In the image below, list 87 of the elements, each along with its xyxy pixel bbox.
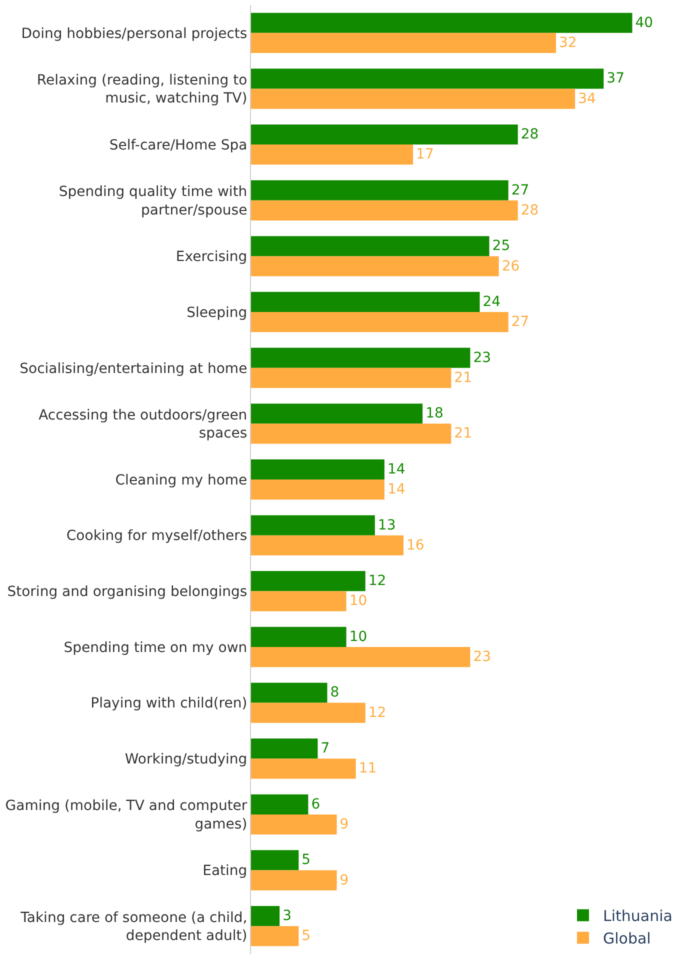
data-label: 12	[368, 704, 386, 721]
data-label: 27	[511, 182, 530, 198]
bar	[251, 236, 490, 256]
data-label: 37	[606, 70, 624, 87]
data-label: 18	[426, 406, 444, 422]
bar	[251, 424, 452, 444]
data-label: 28	[520, 202, 539, 218]
bar	[251, 738, 318, 759]
legend-label: Lithuania	[603, 907, 672, 926]
bar	[251, 515, 375, 536]
data-label: 23	[473, 350, 492, 366]
y-tick-label: Exercising	[176, 249, 248, 266]
data-label: 21	[454, 426, 472, 442]
data-label: 23	[473, 649, 492, 666]
bar	[251, 571, 366, 592]
bar	[251, 682, 328, 703]
bar	[251, 626, 346, 647]
y-tick-label: Sleeping	[186, 304, 248, 321]
bar	[251, 12, 632, 33]
data-label: 7	[320, 740, 330, 757]
bar	[251, 124, 518, 145]
y-tick-label: Storing and organising belongings	[7, 584, 248, 600]
data-label: 11	[358, 760, 377, 777]
data-label: 10	[349, 593, 368, 610]
data-label: 12	[368, 573, 386, 590]
bar	[251, 794, 308, 814]
bar	[251, 480, 384, 500]
bar	[251, 459, 384, 480]
data-label: 26	[502, 258, 520, 274]
bar	[251, 850, 299, 870]
bar	[251, 68, 604, 89]
bar	[251, 814, 337, 835]
y-tick-label: Accessing the outdoors/green spaces	[38, 407, 248, 442]
data-label: 5	[302, 928, 311, 944]
data-label: 9	[340, 816, 349, 832]
y-tick-label: Playing with child(ren)	[90, 696, 248, 712]
bar	[251, 702, 366, 723]
y-tick-label: Relaxing (reading, listening to music, watching TV)	[36, 72, 248, 107]
data-label: 28	[520, 126, 539, 143]
bar	[251, 591, 346, 612]
bar	[251, 906, 280, 926]
data-label: 25	[492, 238, 510, 254]
bar	[251, 348, 470, 368]
y-tick-label: Doing hobbies/personal projects	[21, 26, 248, 42]
y-tick-label: Spending time on my own	[64, 640, 248, 656]
data-label: 16	[406, 537, 424, 554]
bar	[251, 758, 356, 779]
bar	[251, 368, 452, 388]
y-tick-label: Cooking for myself/others	[66, 528, 248, 544]
data-label: 21	[454, 370, 472, 386]
bar	[251, 200, 518, 220]
y-tick-label: Taking care of someone (a child, dependent adult)	[20, 910, 248, 944]
data-label: 10	[349, 628, 368, 645]
data-label: 27	[511, 314, 530, 330]
bar	[251, 404, 423, 424]
data-label: 32	[559, 34, 577, 51]
bar	[251, 88, 576, 109]
bar	[251, 312, 508, 332]
data-label: 8	[330, 684, 340, 701]
data-label: 24	[482, 294, 501, 310]
bar	[251, 144, 414, 165]
y-tick-label: Eating	[202, 863, 248, 880]
data-label: 13	[378, 517, 396, 534]
data-label: 17	[416, 146, 434, 163]
bar	[251, 292, 480, 312]
bar	[251, 926, 299, 946]
data-label: 14	[387, 482, 406, 498]
data-label: 14	[387, 461, 406, 478]
data-label: 40	[635, 14, 654, 31]
y-tick-label: Cleaning my home	[115, 472, 248, 488]
y-tick-label: Socialising/entertaining at home	[20, 360, 248, 377]
data-label: 5	[302, 852, 311, 868]
y-tick-label: Self-care/Home Spa	[109, 137, 248, 154]
data-label: 6	[311, 796, 320, 812]
legend-label: Global	[603, 930, 651, 948]
bar	[251, 646, 470, 668]
bar	[251, 870, 337, 890]
data-label: 9	[340, 872, 349, 888]
y-tick-label: Working/studying	[124, 752, 248, 768]
bar	[251, 180, 508, 200]
bar	[251, 32, 556, 54]
data-label: 3	[282, 908, 292, 924]
bar	[251, 535, 404, 556]
y-tick-label: Gaming (mobile, TV and computer games)	[5, 798, 248, 832]
y-tick-label: Spending quality time with partner/spouse	[58, 184, 248, 218]
bar	[251, 256, 499, 276]
data-label: 34	[578, 90, 596, 107]
